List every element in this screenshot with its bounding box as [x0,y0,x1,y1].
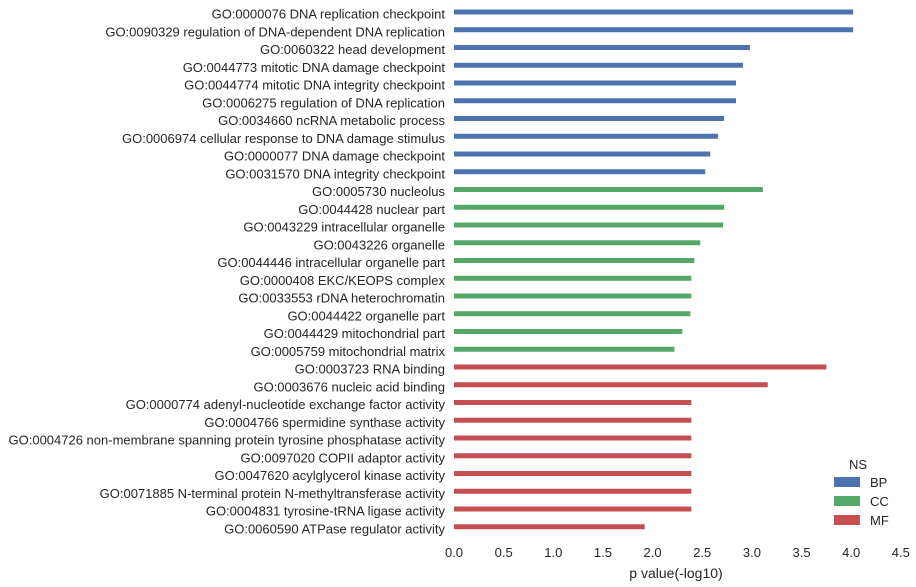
bar-mf [454,382,768,388]
category-label: GO:0033553 rDNA heterochromatin [238,291,445,306]
category-label: GO:0003676 nucleic acid binding [253,379,445,394]
category-label: GO:0004726 non-membrane spanning protein… [9,433,446,448]
legend: NS BP CC MF [834,457,889,528]
bar-bp [454,80,737,86]
category-label: GO:0000076 DNA replication checkpoint [212,7,446,22]
bar-bp [454,116,725,121]
bar-bp [454,9,854,15]
x-tick-label: 2.0 [644,545,662,560]
category-label: GO:0000774 adenyl-nucleotide exchange fa… [126,397,446,412]
x-axis-ticks: 0.0 0.5 1.0 1.5 2.0 2.5 3.0 3.5 4.0 4.5 [445,545,910,560]
category-label: GO:0044773 mitotic DNA damage checkpoint [183,60,446,75]
category-labels: GO:0000076 DNA replication checkpoint GO:… [9,7,446,537]
bar-cc [454,346,675,352]
bar-cc [454,311,691,317]
category-label: GO:0006275 regulation of DNA replication [202,95,445,110]
category-label: GO:0004766 spermidine synthase activity [204,415,445,430]
bar-mf [454,435,692,441]
bar-mf [454,453,692,459]
category-label: GO:0047620 acylglycerol kinase activity [214,468,445,483]
category-label: GO:0060590 ATPase regulator activity [224,521,445,536]
category-label: GO:0044422 organelle part [287,308,445,323]
legend-label-mf: MF [870,513,889,528]
bar-mf [454,524,645,530]
x-tick-label: 1.5 [594,545,612,560]
x-tick-label: 0.0 [445,545,463,560]
bar-bp [454,62,743,68]
bar-mf [454,471,692,476]
bar-cc [454,275,692,281]
bar-mf [454,506,692,512]
category-label: GO:0044446 intracellular organelle part [217,255,445,270]
category-label: GO:0006974 cellular response to DNA dama… [122,131,446,146]
category-label: GO:0097020 COPII adaptor activity [241,450,446,465]
category-label: GO:0044428 nuclear part [298,202,445,217]
category-label: GO:0004831 tyrosine-tRNA ligase activity [206,504,446,519]
bar-bp [454,169,706,175]
bar-mf [454,364,827,370]
bar-mf [454,488,692,494]
bar-mf [454,400,692,405]
category-label: GO:0043229 intracellular organelle [243,220,445,235]
category-label: GO:0044774 mitotic DNA integrity checkpo… [184,78,445,93]
bar-bp [454,98,737,104]
x-tick-label: 4.5 [892,545,910,560]
category-label: GO:0044429 mitochondrial part [264,326,446,341]
legend-title: NS [849,457,867,472]
x-tick-label: 3.5 [793,545,811,560]
category-label: GO:0060322 head development [260,42,445,57]
x-axis-title: p value(-log10) [629,565,722,581]
bar-cc [454,329,683,334]
bar-cc [454,240,701,246]
legend-swatch-mf [834,515,860,525]
legend-swatch-cc [834,496,860,506]
bar-cc [454,293,692,299]
bar-bp [454,45,750,50]
bar-mf [454,417,692,423]
legend-label-cc: CC [870,494,889,509]
legend-swatch-bp [834,477,860,487]
category-label: GO:0043226 organelle [313,237,445,252]
category-label: GO:0031570 DNA integrity checkpoint [225,166,445,181]
bar-bp [454,151,711,157]
bar-bp [454,27,854,33]
category-label: GO:0090329 regulation of DNA-dependent D… [105,24,445,39]
x-tick-label: 3.0 [743,545,761,560]
category-label: GO:0000408 EKC/KEOPS complex [240,273,446,288]
category-label: GO:0071885 N-terminal protein N-methyltr… [100,486,446,501]
bar-cc [454,258,695,263]
category-label: GO:0005759 mitochondrial matrix [251,344,446,359]
category-label: GO:0003723 RNA binding [295,362,445,377]
x-tick-label: 1.0 [544,545,562,560]
category-label: GO:0005730 nucleolus [312,184,445,199]
x-tick-label: 4.0 [842,545,860,560]
bar-cc [454,187,763,192]
bars-layer [454,9,854,530]
bar-cc [454,204,725,210]
x-tick-label: 2.5 [693,545,711,560]
bar-cc [454,222,724,228]
x-tick-label: 0.5 [495,545,513,560]
category-label: GO:0000077 DNA damage checkpoint [224,149,446,164]
legend-label-bp: BP [870,475,887,490]
bar-bp [454,133,719,139]
category-label: GO:0034660 ncRNA metabolic process [218,113,445,128]
